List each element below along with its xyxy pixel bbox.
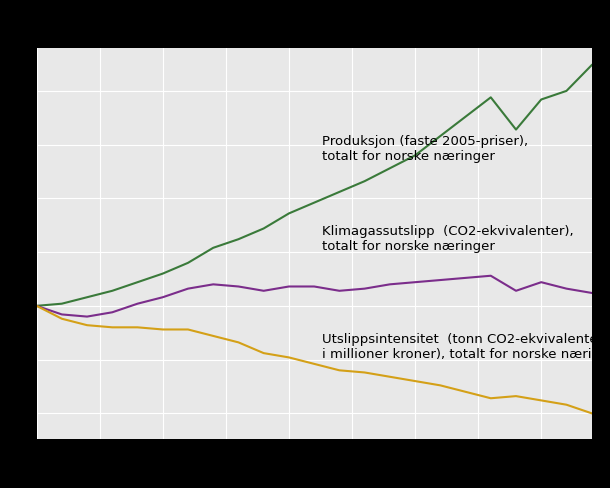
Text: Produksjon (faste 2005-priser),
totalt for norske næringer: Produksjon (faste 2005-priser), totalt f…: [321, 135, 528, 163]
Text: Utslippsintensitet  (tonn CO2-ekvivalenter/produksjon
i millioner kroner), total: Utslippsintensitet (tonn CO2-ekvivalente…: [321, 332, 610, 360]
Text: Klimagassutslipp  (CO2-ekvivalenter),
totalt for norske næringer: Klimagassutslipp (CO2-ekvivalenter), tot…: [321, 224, 573, 253]
